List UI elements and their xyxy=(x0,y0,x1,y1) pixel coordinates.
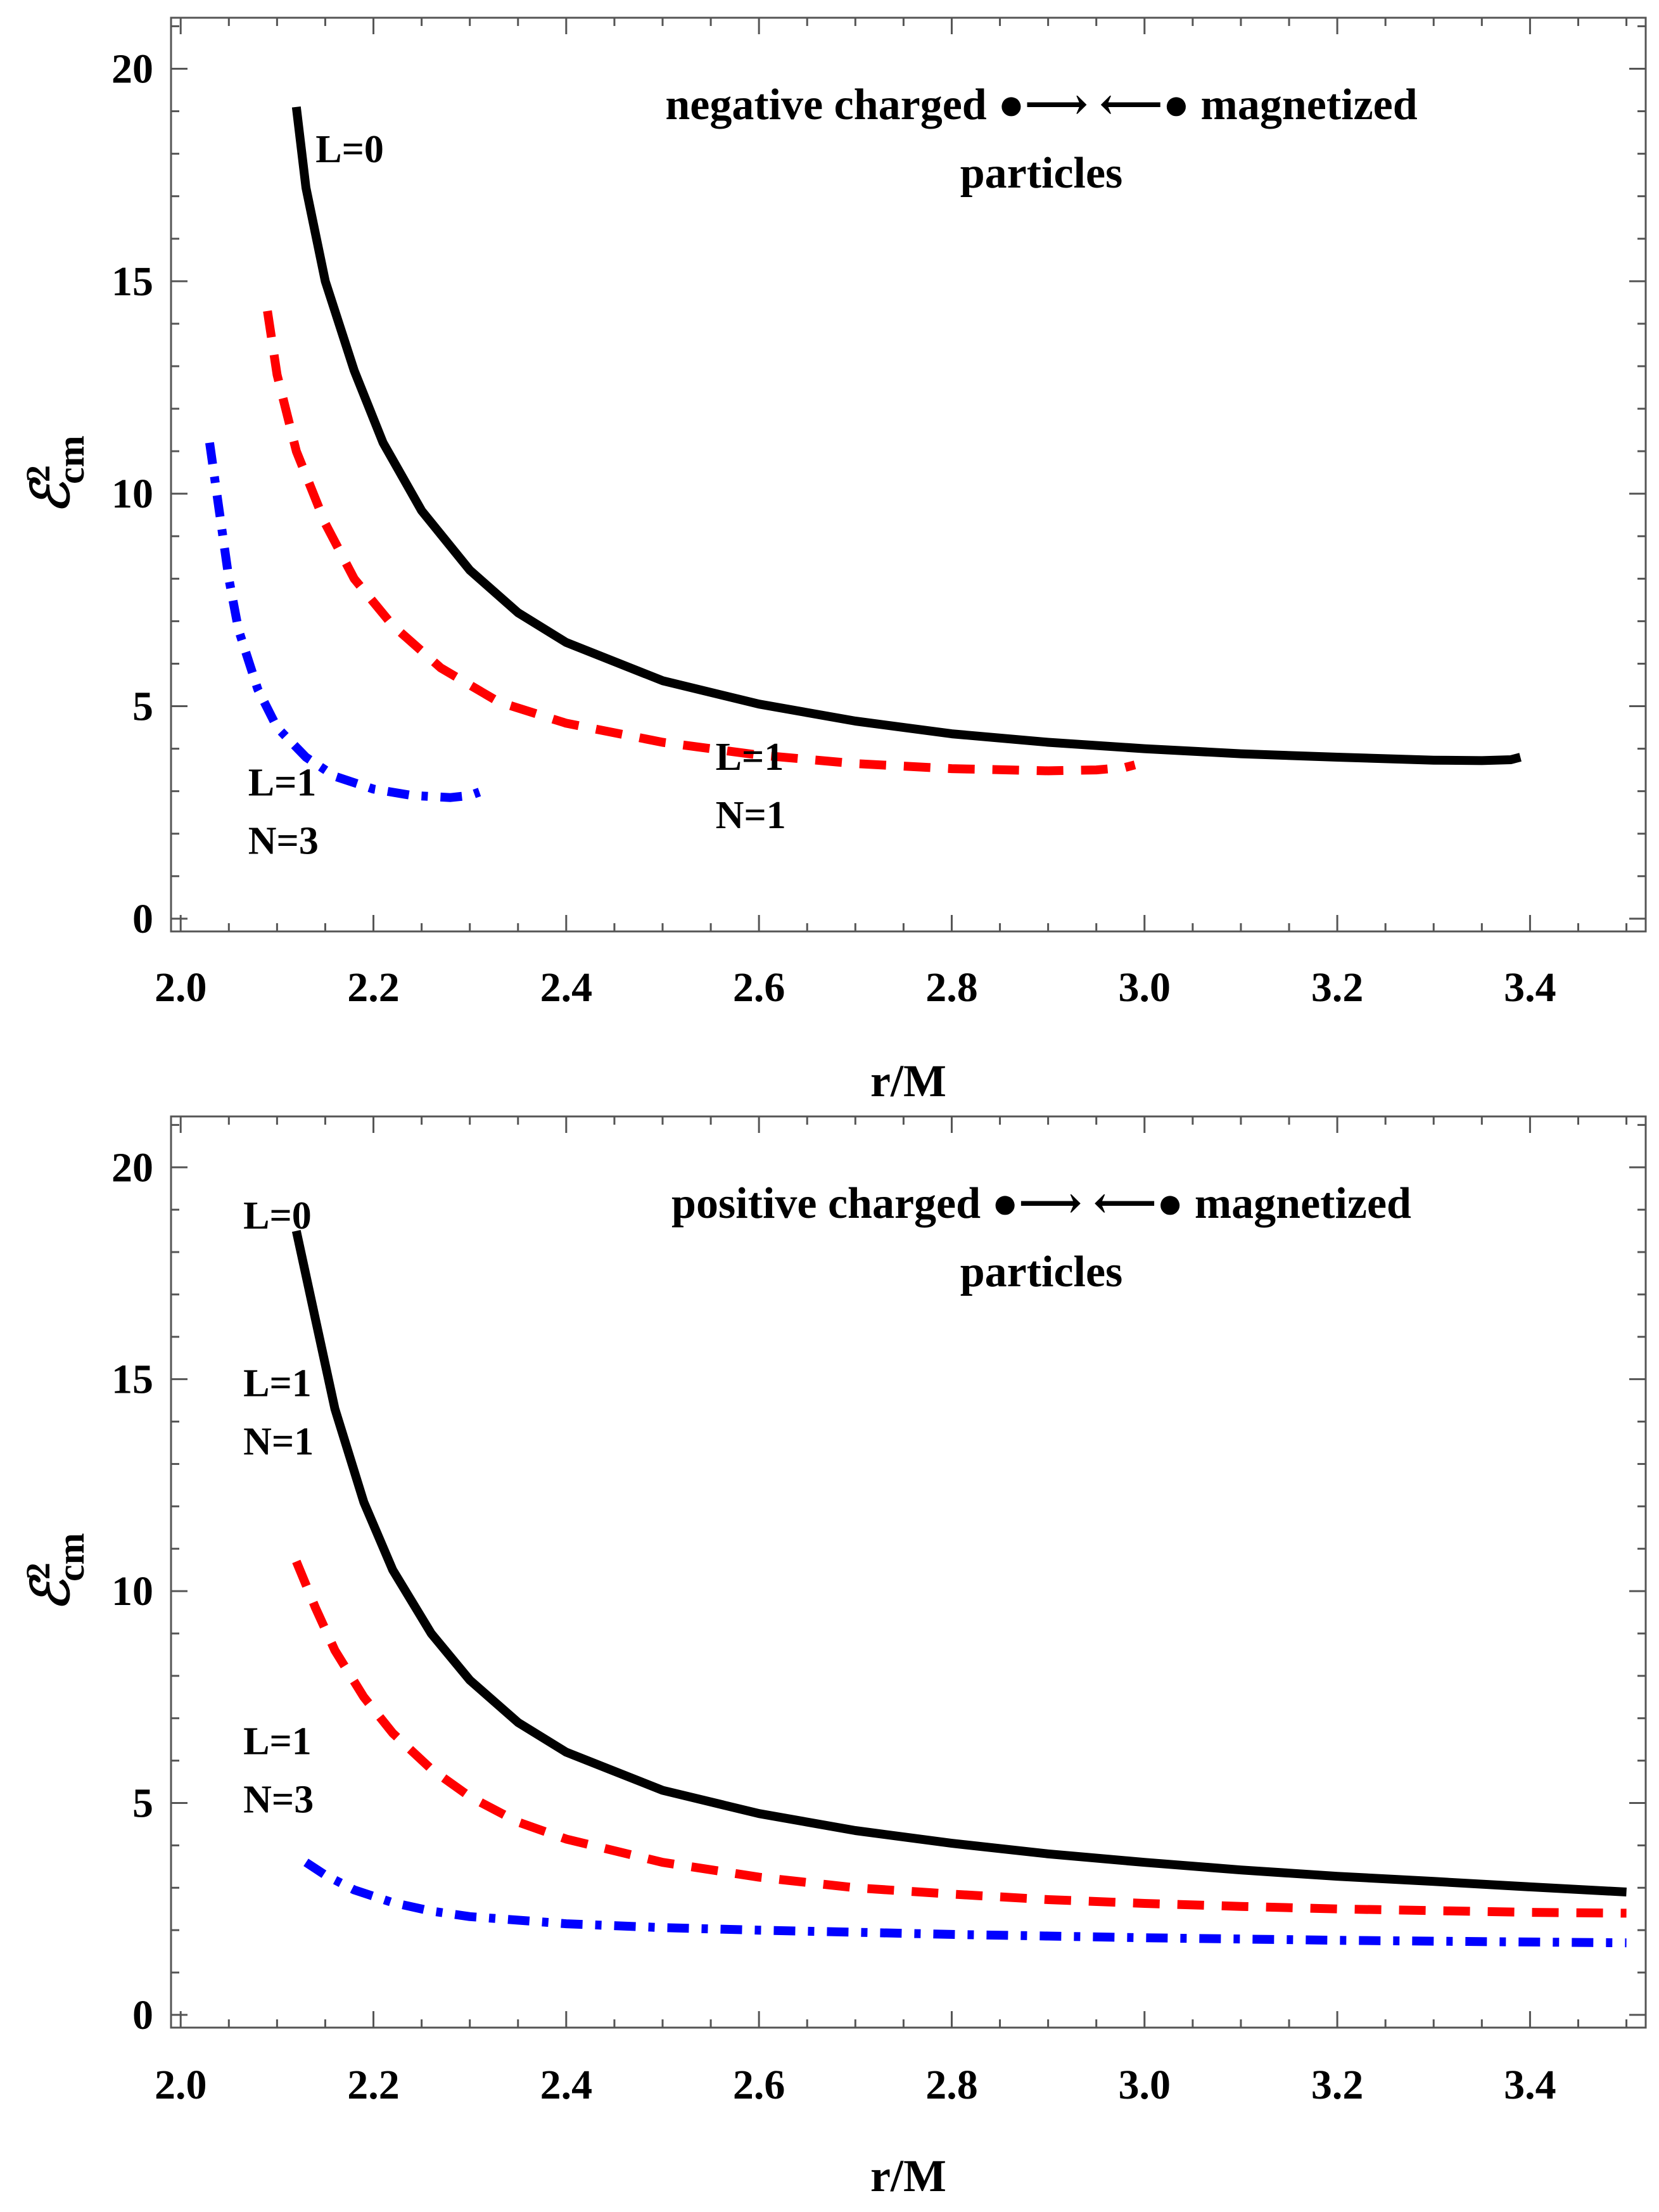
curve-annotation: L=0 xyxy=(315,128,384,171)
curve-annotation: L=0 xyxy=(243,1194,312,1237)
x-tick-label: 2.2 xyxy=(347,2062,400,2108)
y-axis-title-sup: 2 xyxy=(19,1563,57,1580)
series-line-l0 xyxy=(291,1230,1627,1896)
y-tick-label: 20 xyxy=(111,1144,153,1191)
y-axis-title: ℰ2cm xyxy=(19,435,92,513)
x-tick-label: 2.4 xyxy=(540,964,593,1011)
y-axis-title-sup: 2 xyxy=(19,465,57,482)
y-tick-label: 15 xyxy=(111,1357,153,1403)
curve-annotation: L=1 xyxy=(716,736,784,779)
y-tick-label: 0 xyxy=(132,896,153,942)
x-tick-label: 3.0 xyxy=(1119,964,1171,1011)
x-tick-label: 2.0 xyxy=(155,964,207,1011)
header-left: negative charged xyxy=(665,80,986,129)
panel-bottom: 2.0 2.2 2.4 2.6 2.8 3.0 3.2 3.4 0 5 10 15 20 r/M ℰ2cm L… xyxy=(19,1115,1647,2201)
panel-header-line2: particles xyxy=(960,149,1123,198)
y-tick-label: 20 xyxy=(111,46,153,92)
x-tick-label: 3.2 xyxy=(1311,2062,1364,2108)
curve-annotation: L=1 xyxy=(243,1720,312,1763)
panel-header: negative charged ●⟶ ⟵● magnetized xyxy=(665,80,1417,129)
curve-annotation: N=3 xyxy=(243,1779,314,1822)
x-tick-label: 2.8 xyxy=(925,964,978,1011)
series-line-l1-n1 xyxy=(292,1559,1627,1918)
x-tick-label: 2.4 xyxy=(540,2062,593,2108)
x-tick-label: 3.4 xyxy=(1504,2062,1556,2108)
panel-header: positive charged ●⟶ ⟵● magnetized xyxy=(671,1179,1411,1228)
y-axis-title-sub: cm xyxy=(50,435,92,484)
header-right: magnetized xyxy=(1190,80,1418,129)
header-symbol-left: ●⟶ xyxy=(987,80,1088,129)
header-symbol-left: ●⟶ xyxy=(981,1179,1082,1228)
y-axis-title-base: ℰ xyxy=(22,476,80,514)
series-line-l0 xyxy=(291,106,1522,765)
curve-annotation: L=1 xyxy=(243,1362,312,1405)
curve-annotation: N=3 xyxy=(248,819,319,862)
x-tick-label: 3.0 xyxy=(1119,2062,1171,2108)
curve-annotation: L=1 xyxy=(248,761,317,804)
x-tick-label: 2.0 xyxy=(155,2062,207,2108)
y-tick-label: 10 xyxy=(111,1568,153,1614)
x-tick-label: 2.6 xyxy=(733,964,785,1011)
x-axis-title: r/M xyxy=(870,1056,946,1106)
x-axis-title: r/M xyxy=(870,2151,946,2201)
x-tick-label: 3.2 xyxy=(1311,964,1364,1011)
curve-annotation: N=1 xyxy=(716,794,786,837)
plot-frame xyxy=(170,16,1647,933)
x-tick-label: 2.2 xyxy=(347,964,400,1011)
series-line-l1-n1 xyxy=(263,310,1136,776)
series-line-l1-n3 xyxy=(303,1858,1627,1948)
panel-header-line2: particles xyxy=(960,1248,1123,1296)
y-tick-label: 10 xyxy=(111,471,153,517)
y-tick-label: 15 xyxy=(111,259,153,305)
y-axis-title-sub: cm xyxy=(50,1533,92,1582)
y-axis-title-base: ℰ xyxy=(22,1574,80,1611)
y-axis-title: ℰ2cm xyxy=(19,1533,92,1611)
header-symbol-right: ⟵● xyxy=(1082,1179,1183,1228)
curve-annotation: N=1 xyxy=(243,1420,314,1463)
y-tick-label: 0 xyxy=(132,1992,153,2038)
x-tick-label: 2.6 xyxy=(733,2062,785,2108)
y-tick-label: 5 xyxy=(132,1780,153,1827)
header-left: positive charged xyxy=(671,1179,981,1228)
series-line-l1-n3 xyxy=(205,442,481,802)
x-tick-label: 2.8 xyxy=(925,2062,978,2108)
y-tick-label: 5 xyxy=(132,684,153,730)
header-right: magnetized xyxy=(1183,1179,1411,1228)
panel-top: 2.0 2.2 2.4 2.6 2.8 3.0 3.2 3.4 0 5 10 15 20 r/M ℰ2cm L… xyxy=(19,16,1647,1106)
x-tick-label: 3.4 xyxy=(1504,964,1556,1011)
header-symbol-right: ⟵● xyxy=(1088,80,1190,129)
